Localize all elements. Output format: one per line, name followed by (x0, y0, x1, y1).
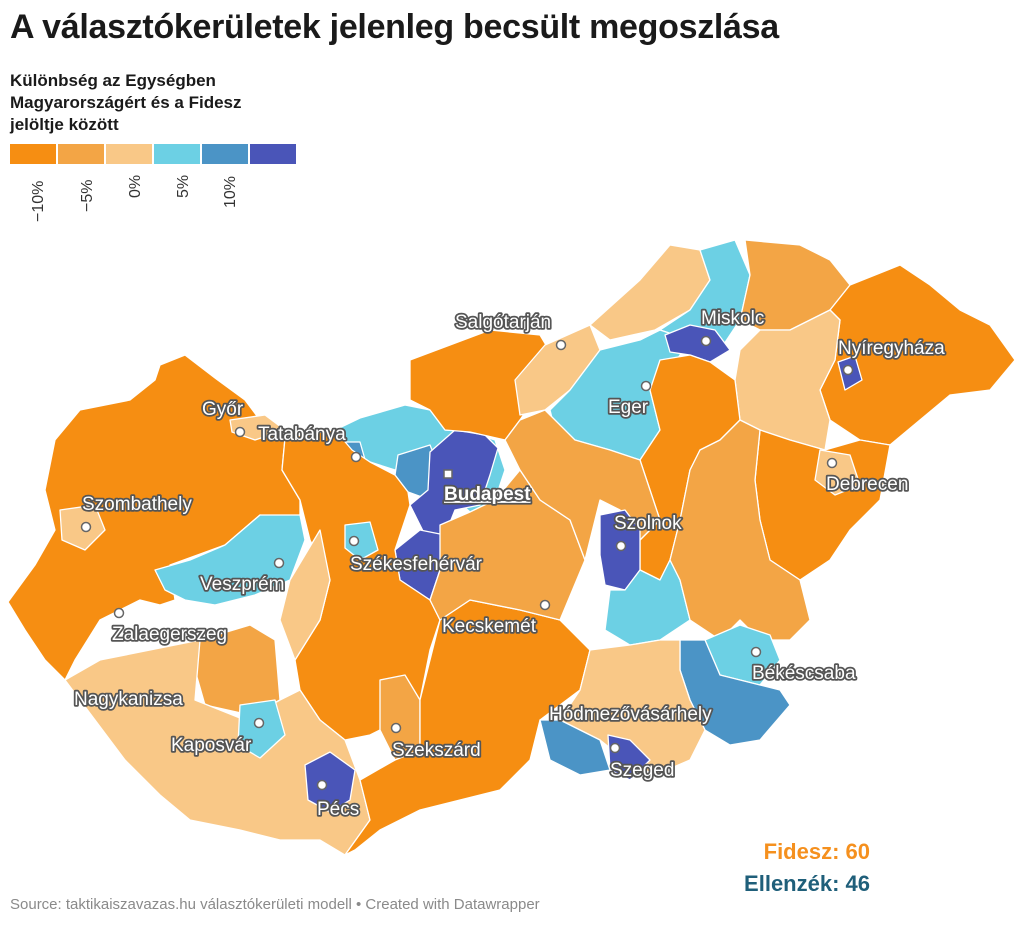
district-region[interactable] (344, 521, 379, 561)
district-region[interactable] (664, 324, 731, 363)
city-marker (253, 717, 265, 729)
city-marker (555, 339, 567, 351)
opposition-total: Ellenzék: 46 (744, 871, 870, 896)
district-region[interactable] (559, 639, 706, 776)
city-label-hodmezovasarhely: Hódmezővásárhely (549, 704, 712, 725)
city-label-miskolc: Miskolc (701, 308, 764, 329)
city-marker (234, 426, 246, 438)
legend-swatch (58, 144, 104, 164)
legend-title: Különbség az Egységben Magyarországért é… (10, 71, 242, 134)
city-marker (609, 742, 621, 754)
city-label-kecskemet: Kecskemét (442, 616, 537, 637)
legend-tick: −10% (30, 180, 47, 222)
city-label-szekszard: Szekszárd (392, 740, 481, 761)
district-region[interactable] (279, 529, 331, 661)
fidesz-total: Fidesz: 60 (763, 839, 870, 864)
city-marker (80, 521, 92, 533)
legend-swatch (250, 144, 296, 164)
city-label-tatabanya: Tatabánya (258, 424, 346, 445)
city-label-salgotarjan: Salgótarján (455, 312, 551, 333)
district-map: Salgótarján Miskolc Nyíregyháza Győr Tat… (7, 239, 1016, 856)
city-label-gyor: Győr (202, 399, 244, 420)
city-label-debrecen: Debrecen (826, 474, 908, 495)
legend-color-scale (10, 144, 298, 164)
city-marker (826, 457, 838, 469)
city-label-szeged: Szeged (610, 760, 674, 781)
city-marker (615, 540, 627, 552)
legend-tick: 5% (175, 174, 192, 198)
district-region[interactable] (154, 514, 306, 606)
district-region[interactable] (429, 469, 586, 621)
city-marker (348, 535, 360, 547)
source-note: Source: taktikaiszavazas.hu választókerü… (10, 896, 540, 913)
legend-tick: 10% (222, 175, 239, 208)
legend-swatch (106, 144, 152, 164)
district-region[interactable] (669, 419, 811, 641)
page-title: A választókerületek jelenleg becsült meg… (10, 8, 779, 46)
legend-tick: −5% (79, 179, 96, 212)
legend-swatch (154, 144, 200, 164)
seat-totals: Fidesz: 60 Ellenzék: 46 (744, 836, 870, 900)
city-label-nyiregyhaza: Nyíregyháza (838, 338, 945, 359)
city-marker (316, 779, 328, 791)
city-marker (273, 557, 285, 569)
city-marker (640, 380, 652, 392)
city-marker (113, 607, 125, 619)
city-label-budapest: Budapest (444, 484, 531, 505)
district-region[interactable] (237, 699, 286, 759)
city-label-veszprem: Veszprém (200, 574, 284, 595)
city-marker (700, 335, 712, 347)
district-region[interactable] (304, 751, 356, 813)
city-label-szekesfehervar: Székesfehérvár (350, 554, 483, 575)
city-label-pecs: Pécs (317, 799, 359, 820)
legend-tick: 0% (127, 174, 144, 198)
city-label-nagykanizsa: Nagykanizsa (74, 689, 183, 710)
city-label-szolnok: Szolnok (614, 513, 682, 534)
legend-ticks: −10% −5% 0% 5% 10% (0, 170, 300, 230)
city-marker (750, 646, 762, 658)
city-label-zalaegerszeg: Zalaegerszeg (112, 624, 227, 645)
city-label-bekescsaba: Békéscsaba (752, 663, 856, 684)
city-marker (539, 599, 551, 611)
legend-swatch (202, 144, 248, 164)
district-region[interactable] (814, 449, 861, 496)
city-label-kaposvar: Kaposvár (171, 735, 252, 756)
legend-swatch (10, 144, 56, 164)
city-label-eger: Eger (608, 397, 649, 418)
city-label-szombathely: Szombathely (82, 494, 192, 515)
capital-marker (443, 469, 453, 479)
city-marker (350, 451, 362, 463)
city-marker (842, 364, 854, 376)
city-marker (390, 722, 402, 734)
